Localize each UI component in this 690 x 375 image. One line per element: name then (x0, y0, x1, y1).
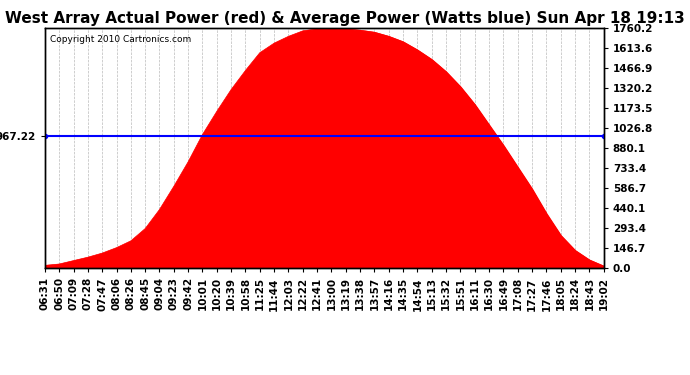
Text: Copyright 2010 Cartronics.com: Copyright 2010 Cartronics.com (50, 35, 192, 44)
Text: West Array Actual Power (red) & Average Power (Watts blue) Sun Apr 18 19:13: West Array Actual Power (red) & Average … (5, 11, 685, 26)
